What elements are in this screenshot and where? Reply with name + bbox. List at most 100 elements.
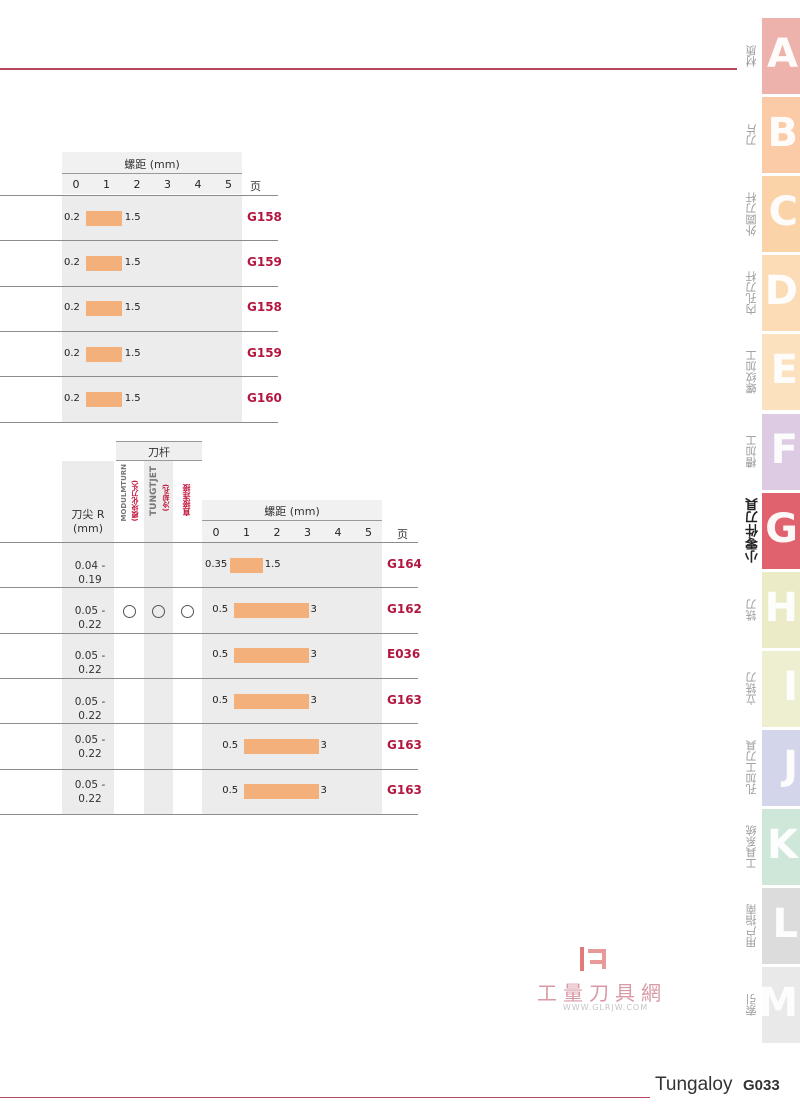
side-tab-h[interactable]: H <box>762 571 800 648</box>
row-divider <box>0 813 418 815</box>
pitch-header: 螺距 (mm) <box>124 158 180 171</box>
pitch-min-label: 0.5 <box>222 739 239 751</box>
tab-letter: C <box>768 189 798 236</box>
pitch-tick: 4 <box>194 178 202 191</box>
row-divider <box>0 330 278 332</box>
tab-label: 内孔刀杆 <box>745 271 758 316</box>
tab-label: 孔加工刀具 <box>745 740 758 796</box>
pitch-max-label: 1.5 <box>124 211 141 223</box>
page-ref-link[interactable]: G163 <box>387 737 422 752</box>
tab-letter: L <box>772 901 799 948</box>
pitch-range-bar <box>86 391 122 407</box>
tungtjet-logo: TUNGTJET (冷却孔) <box>144 462 173 542</box>
pitch-tick: 0 <box>212 526 220 539</box>
pitch-range-bar <box>86 210 122 226</box>
pitch-min-label: 0.35 <box>205 558 228 570</box>
compatibility-mark <box>181 604 194 618</box>
tab-label: 铣刀 <box>745 598 758 621</box>
tab-letter: M <box>758 980 798 1027</box>
nose-radius-value: 0.05 - 0.22 <box>74 604 106 631</box>
pitch-tick: 3 <box>164 178 171 191</box>
pitch-min-label: 0.2 <box>64 302 80 314</box>
nose-radius-value: 0.05 - 0.22 <box>74 779 106 806</box>
holder-header: 刀杆 <box>148 446 170 459</box>
tab-letter: A <box>767 31 798 77</box>
tab-label: 材质 <box>745 45 758 67</box>
row-divider <box>0 632 418 634</box>
tab-letter: I <box>783 663 798 710</box>
side-tab-f[interactable]: F <box>762 413 800 490</box>
page-ref-link[interactable]: E036 <box>387 647 421 662</box>
page-ref-link[interactable]: G162 <box>387 601 422 616</box>
side-tab-a[interactable]: A <box>762 18 800 94</box>
row-divider <box>0 421 278 423</box>
tab-letter: D <box>764 268 798 315</box>
pitch-range-bar <box>234 602 309 618</box>
nose-r-column-bg <box>62 461 114 815</box>
row-divider <box>0 240 278 242</box>
pitch-tick: 0 <box>72 178 80 191</box>
holder-header-rule-top <box>116 441 202 442</box>
pitch-header-rule <box>62 173 242 174</box>
tab-label: 索引 <box>745 994 758 1017</box>
tab-letter: H <box>764 584 798 631</box>
tab-label: 槽加工 <box>745 435 758 468</box>
side-tab-b[interactable]: B <box>762 97 800 174</box>
page-header-2: 页 <box>397 528 408 541</box>
side-tab-k[interactable]: K <box>762 809 800 885</box>
tab-label: 刀片 <box>745 124 758 147</box>
watermark-text: 工量刀具網 <box>537 981 667 1005</box>
page-number: G033 <box>743 1077 780 1094</box>
row-divider <box>0 376 278 378</box>
compatibility-mark <box>123 604 136 618</box>
side-tab-d[interactable]: D <box>762 255 800 332</box>
pitch-header-2: 螺距 (mm) <box>264 505 320 518</box>
side-tab-c[interactable]: C <box>762 176 800 253</box>
footer-rule <box>0 1097 650 1098</box>
row-divider <box>0 768 418 770</box>
page-ref-link[interactable]: G158 <box>247 209 282 224</box>
side-tab-l[interactable]: L <box>762 888 800 965</box>
nose-radius-value: 0.05 - 0.22 <box>74 695 106 722</box>
side-tab-g[interactable]: G <box>762 492 800 569</box>
page-ref-link[interactable]: G164 <box>387 556 422 571</box>
modulmturn-logo: MODULMTURN (模块化刀头) <box>116 462 144 542</box>
page-ref-link[interactable]: G158 <box>247 300 282 315</box>
pitch-min-label: 0.5 <box>212 694 229 706</box>
page-ref-link[interactable]: G163 <box>387 692 422 707</box>
row-divider <box>0 587 418 589</box>
pitch-max-label: 3 <box>320 785 327 797</box>
pitch-range-bar <box>86 346 122 362</box>
page-ref-link[interactable]: G163 <box>387 783 422 798</box>
direct-connect-logo: 直接连接 <box>173 462 202 542</box>
pitch-max-label: 1.5 <box>264 558 281 570</box>
brand-name: Tungaloy <box>655 1074 733 1095</box>
tab-letter: J <box>783 742 798 789</box>
nose-radius-value: 0.05 - 0.22 <box>74 733 106 760</box>
tab-label: 螺纹加工 <box>745 350 758 395</box>
page-ref-link[interactable]: G160 <box>247 390 282 405</box>
row-divider-top <box>0 542 418 543</box>
pitch-min-label: 0.2 <box>64 392 80 404</box>
pitch-max-label: 1.5 <box>124 302 141 314</box>
pitch-min-label: 0.2 <box>64 256 80 268</box>
pitch-max-label: 1.5 <box>124 347 141 359</box>
pitch-max-label: 3 <box>320 739 327 751</box>
tab-label: 工具系统 <box>745 825 758 869</box>
page-ref-link[interactable]: G159 <box>247 254 282 269</box>
page-ref-link[interactable]: G159 <box>247 345 282 360</box>
side-tab-i[interactable]: I <box>762 650 800 727</box>
pitch-tick: 1 <box>103 178 110 191</box>
pitch-column-bg-2 <box>202 543 382 815</box>
tab-label: 用户指南 <box>745 904 758 949</box>
side-tab-e[interactable]: E <box>762 334 800 411</box>
tab-letter: K <box>767 822 798 868</box>
side-tab-m[interactable]: M <box>758 967 800 1044</box>
tab-letter: F <box>770 426 798 473</box>
direct-connect-label: 直接连接 <box>182 484 191 516</box>
pitch-header-rule-2 <box>202 520 382 521</box>
side-tab-j[interactable]: J <box>762 729 800 806</box>
pitch-range-bar <box>86 301 122 317</box>
pitch-min-label: 0.5 <box>212 649 229 661</box>
pitch-tick: 5 <box>365 526 372 539</box>
